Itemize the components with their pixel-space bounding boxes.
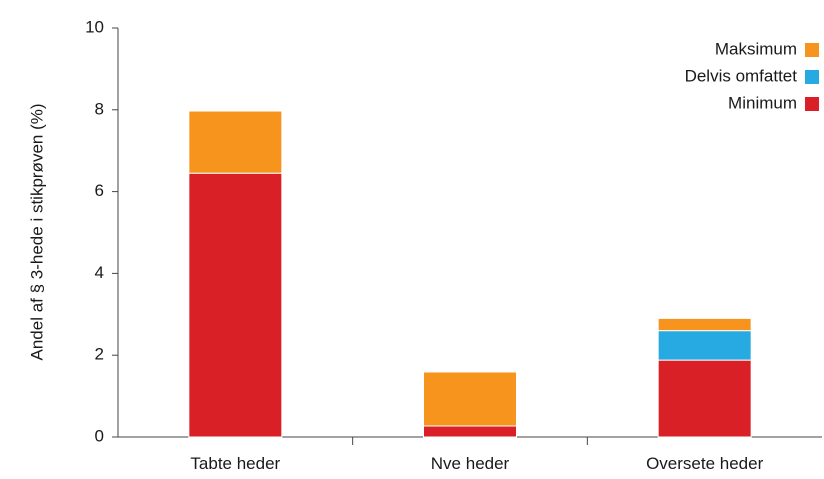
bar-segment-maksimum bbox=[657, 317, 752, 332]
y-tick-label: 4 bbox=[95, 263, 104, 282]
x-ticks: Tabte heder Nve heder Oversete heder bbox=[190, 437, 764, 473]
y-ticks: 0 2 4 6 8 10 bbox=[85, 17, 118, 445]
y-tick-label: 6 bbox=[95, 181, 104, 200]
y-tick-label: 2 bbox=[95, 345, 104, 364]
legend-swatch bbox=[805, 70, 819, 84]
bar-segment-minimum bbox=[188, 172, 283, 438]
legend-swatch bbox=[805, 97, 819, 111]
y-tick-label: 8 bbox=[95, 99, 104, 118]
x-tick-label: Tabte heder bbox=[190, 454, 280, 473]
legend-label: Maksimum bbox=[715, 39, 797, 58]
y-tick-label: 10 bbox=[85, 17, 104, 36]
x-tick-label: Nve heder bbox=[431, 454, 510, 473]
bars bbox=[188, 110, 752, 438]
bar-segment-minimum bbox=[657, 359, 752, 438]
bar-segment-maksimum bbox=[423, 371, 517, 427]
y-axis-title: Andel af § 3-hede i stikprøven (%) bbox=[27, 103, 46, 360]
x-tick-label: Oversete heder bbox=[646, 454, 764, 473]
legend-label: Minimum bbox=[728, 93, 797, 112]
legend: Maksimum Delvis omfattet Minimum bbox=[685, 39, 819, 112]
bar-segment-delvis-omfattet bbox=[657, 330, 752, 361]
bar-segment-maksimum bbox=[188, 110, 283, 174]
legend-label: Delvis omfattet bbox=[685, 66, 798, 85]
legend-swatch bbox=[805, 43, 819, 57]
y-tick-label: 0 bbox=[95, 426, 104, 445]
bar-segment-minimum bbox=[423, 425, 517, 438]
